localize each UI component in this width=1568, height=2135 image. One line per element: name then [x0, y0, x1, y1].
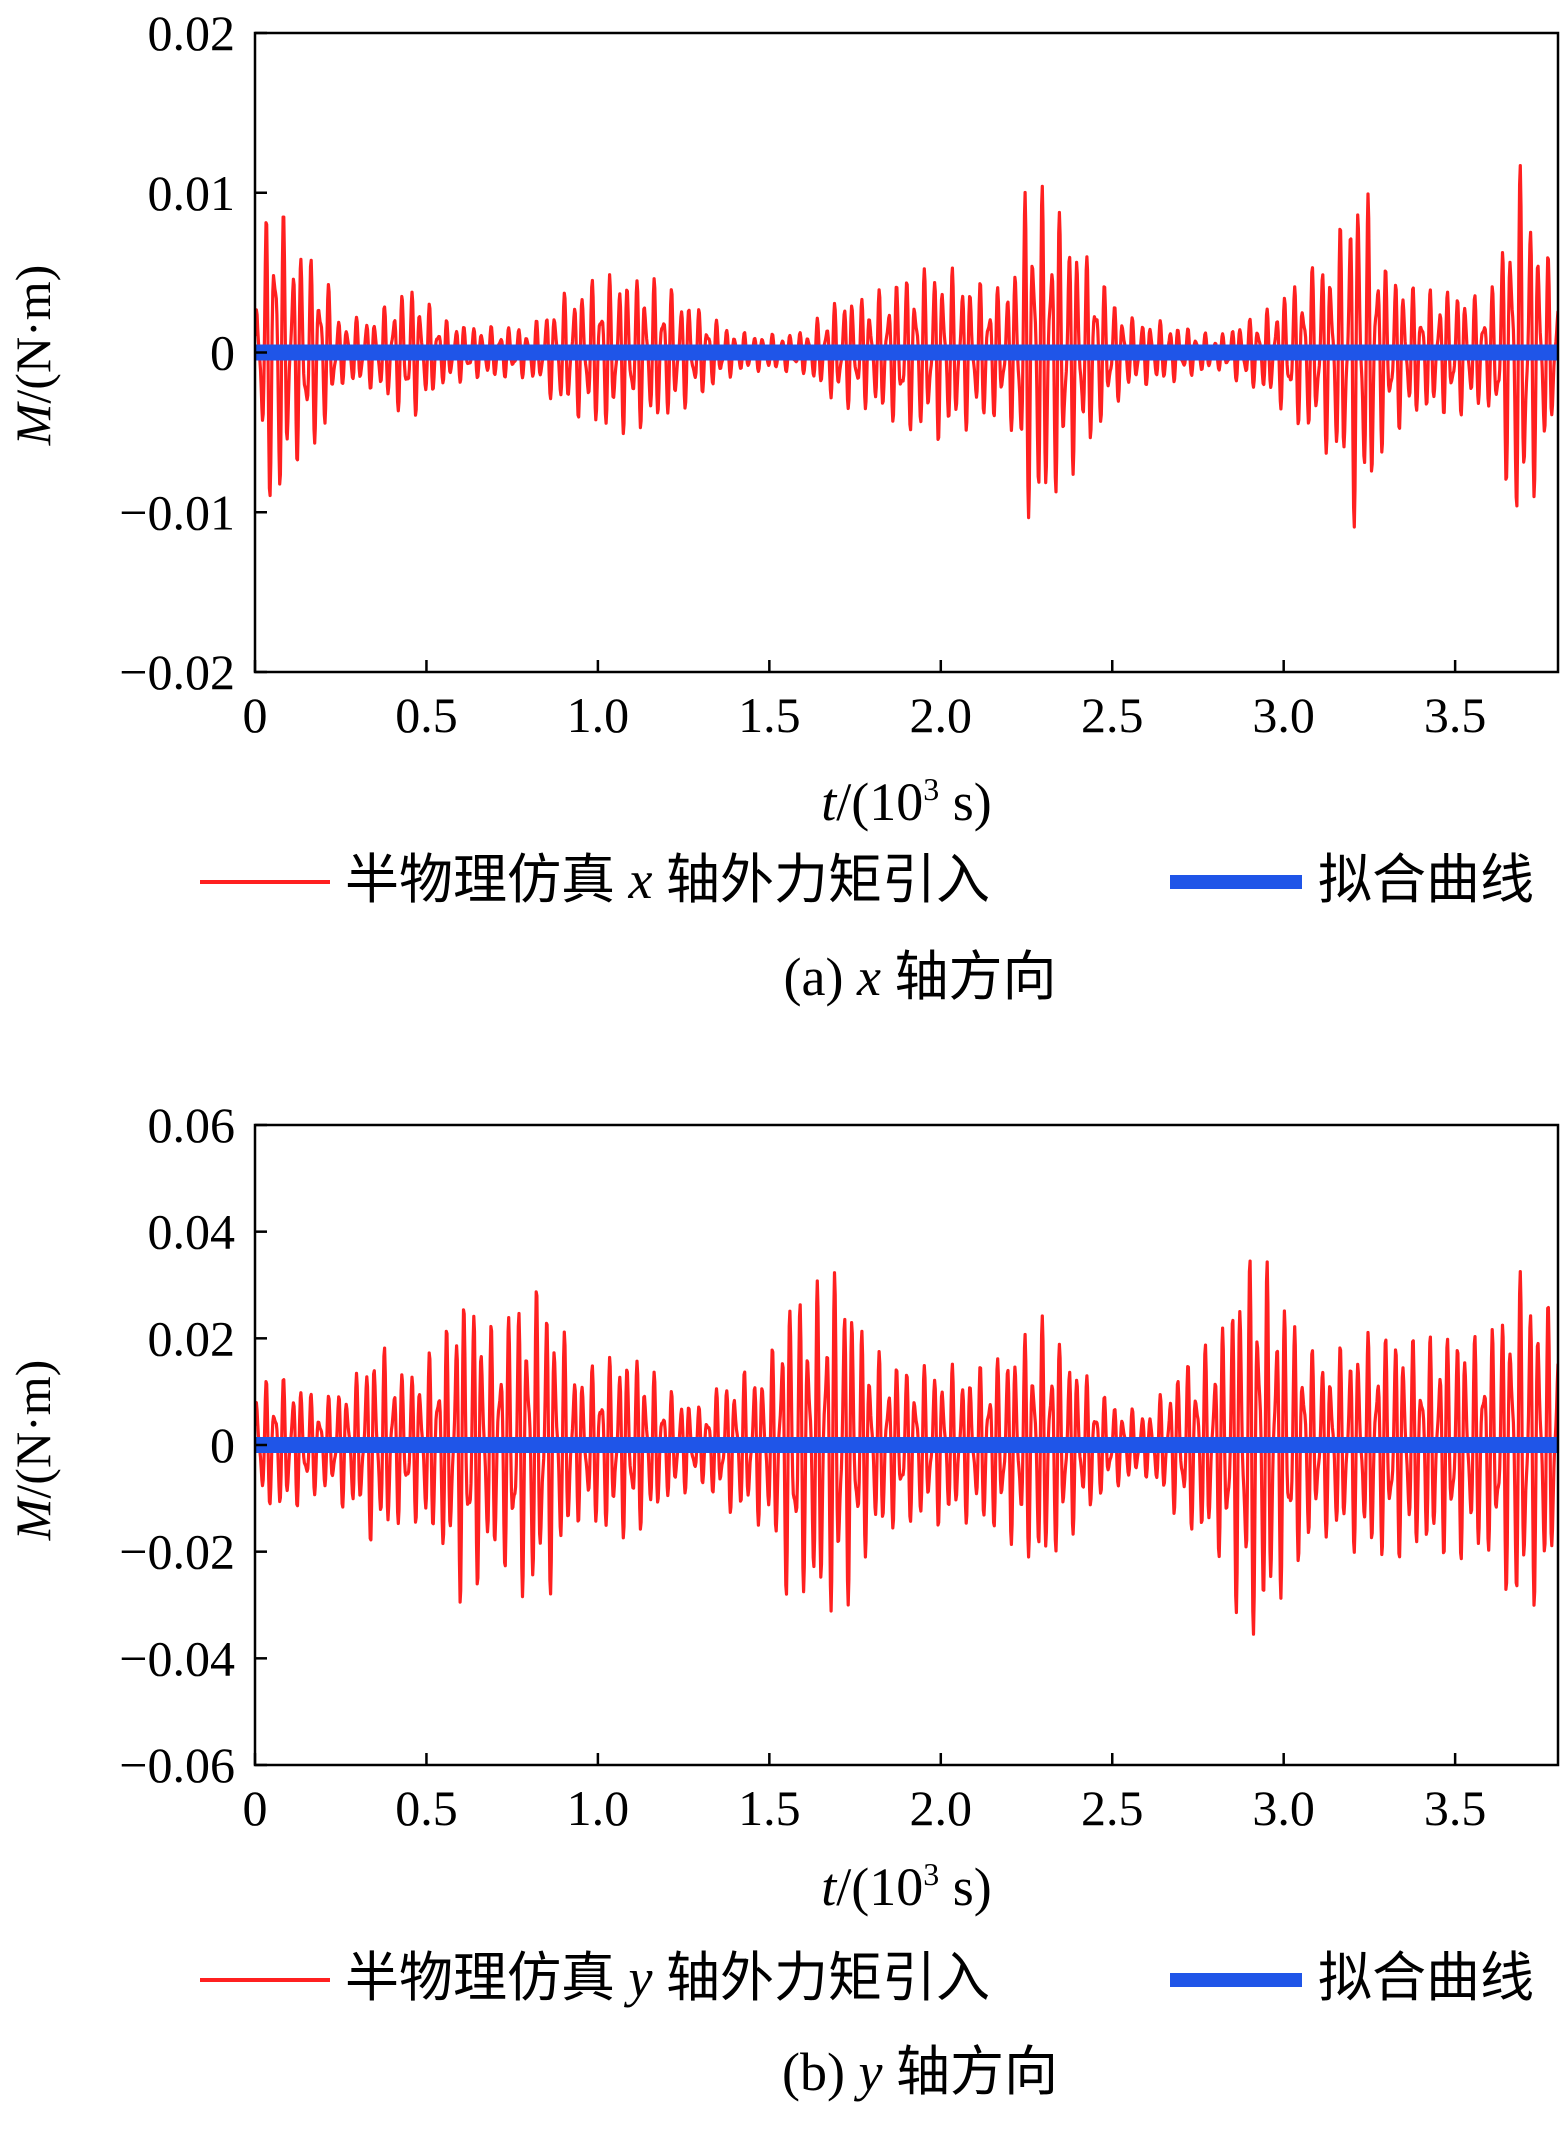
x-axis-label: t/(103 s) [821, 771, 992, 832]
panel-b: 0 0.5 1.0 1.5 2.0 2.5 3.0 3.5 0.06 0.04 0.02 0 −0.02… [5, 1097, 1560, 2102]
y-tick-label: 0.04 [148, 1204, 236, 1260]
legend-label-fit-curve: 拟合曲线 [1318, 1948, 1534, 2008]
legend-label-suffix: 轴外力矩引入 [666, 850, 990, 910]
legend-label-suffix: 轴外力矩引入 [666, 1948, 990, 2008]
x-axis-label-unit: /(10 [836, 1857, 923, 1917]
y-tick-label: −0.06 [119, 1737, 235, 1793]
x-tick-label: 3.0 [1252, 687, 1315, 743]
y-tick-label: 0.02 [148, 5, 236, 61]
y-tick-label: −0.02 [119, 1524, 235, 1580]
x-tick-label: 3.5 [1424, 687, 1487, 743]
legend-label-axis: y [615, 1948, 666, 2008]
x-tick-label: 0 [243, 687, 268, 743]
y-axis-label: M/(N·m) [5, 265, 61, 447]
x-axis-label-exponent: 3 [923, 1856, 939, 1892]
y-tick-label: −0.02 [119, 644, 235, 700]
x-tick-label: 2.0 [910, 1780, 973, 1836]
x-tick-label: 1.0 [567, 687, 630, 743]
legend-label-prefix: 半物理仿真 [345, 850, 615, 910]
legend-label-fit-curve: 拟合曲线 [1318, 850, 1534, 910]
y-tick-label: 0.01 [148, 165, 236, 221]
x-axis-label-seconds: s) [939, 1857, 992, 1917]
legend-label-semi-physical: 半物理仿真 x 轴外力矩引入 [345, 850, 990, 910]
panel-caption-text: 轴方向 [882, 2042, 1058, 2102]
x-tick-label: 2.5 [1081, 687, 1144, 743]
x-axis-label-symbol: t [821, 1857, 838, 1917]
y-axis-label-unit: /(N·m) [5, 265, 61, 404]
y-tick-label: 0 [210, 325, 235, 381]
panel-a: 0 0.5 1.0 1.5 2.0 2.5 3.0 3.5 0.02 0.01 0 −0.01 −0.0… [5, 5, 1560, 1007]
y-axis-label-symbol: M [5, 1496, 61, 1541]
panel-caption: (b) y 轴方向 [782, 2042, 1058, 2102]
x-tick-label: 0.5 [395, 1780, 458, 1836]
y-tick-label: 0 [210, 1417, 235, 1473]
legend-label-prefix: 半物理仿真 [345, 1948, 615, 2008]
panel-caption-text: 轴方向 [881, 947, 1057, 1007]
series-line-semi-physical [255, 1259, 1558, 1636]
y-tick-label: −0.04 [119, 1630, 235, 1686]
y-axis-label: M/(N·m) [5, 1360, 61, 1542]
panel-caption: (a) x 轴方向 [784, 947, 1057, 1007]
x-tick-label: 1.5 [738, 687, 801, 743]
legend-label-semi-physical: 半物理仿真 y 轴外力矩引入 [345, 1948, 990, 2008]
x-axis-label: t/(103 s) [821, 1856, 992, 1917]
x-axis-label-unit: /(10 [836, 772, 923, 832]
panel-caption-label: (b) [782, 2042, 858, 2102]
y-tick-label: −0.01 [119, 484, 235, 540]
x-tick-label: 3.5 [1424, 1780, 1487, 1836]
y-axis-label-unit: /(N·m) [5, 1360, 61, 1499]
panel-caption-label: (a) [784, 947, 857, 1007]
x-tick-label: 3.0 [1252, 1780, 1315, 1836]
x-tick-label: 1.5 [738, 1780, 801, 1836]
y-tick-label: 0.02 [148, 1310, 236, 1366]
x-axis-label-exponent: 3 [923, 771, 939, 807]
legend-label-axis: x [615, 850, 666, 910]
x-tick-label: 0 [243, 1780, 268, 1836]
panel-caption-axis: x [856, 947, 881, 1007]
y-axis-label-symbol: M [5, 401, 61, 446]
y-tick-label: 0.06 [148, 1097, 236, 1153]
panel-caption-axis: y [854, 2042, 883, 2102]
x-axis-label-seconds: s) [939, 772, 992, 832]
x-tick-label: 0.5 [395, 687, 458, 743]
x-axis-label-symbol: t [821, 772, 838, 832]
x-tick-label: 2.0 [910, 687, 973, 743]
x-tick-label: 2.5 [1081, 1780, 1144, 1836]
x-tick-label: 1.0 [567, 1780, 630, 1836]
